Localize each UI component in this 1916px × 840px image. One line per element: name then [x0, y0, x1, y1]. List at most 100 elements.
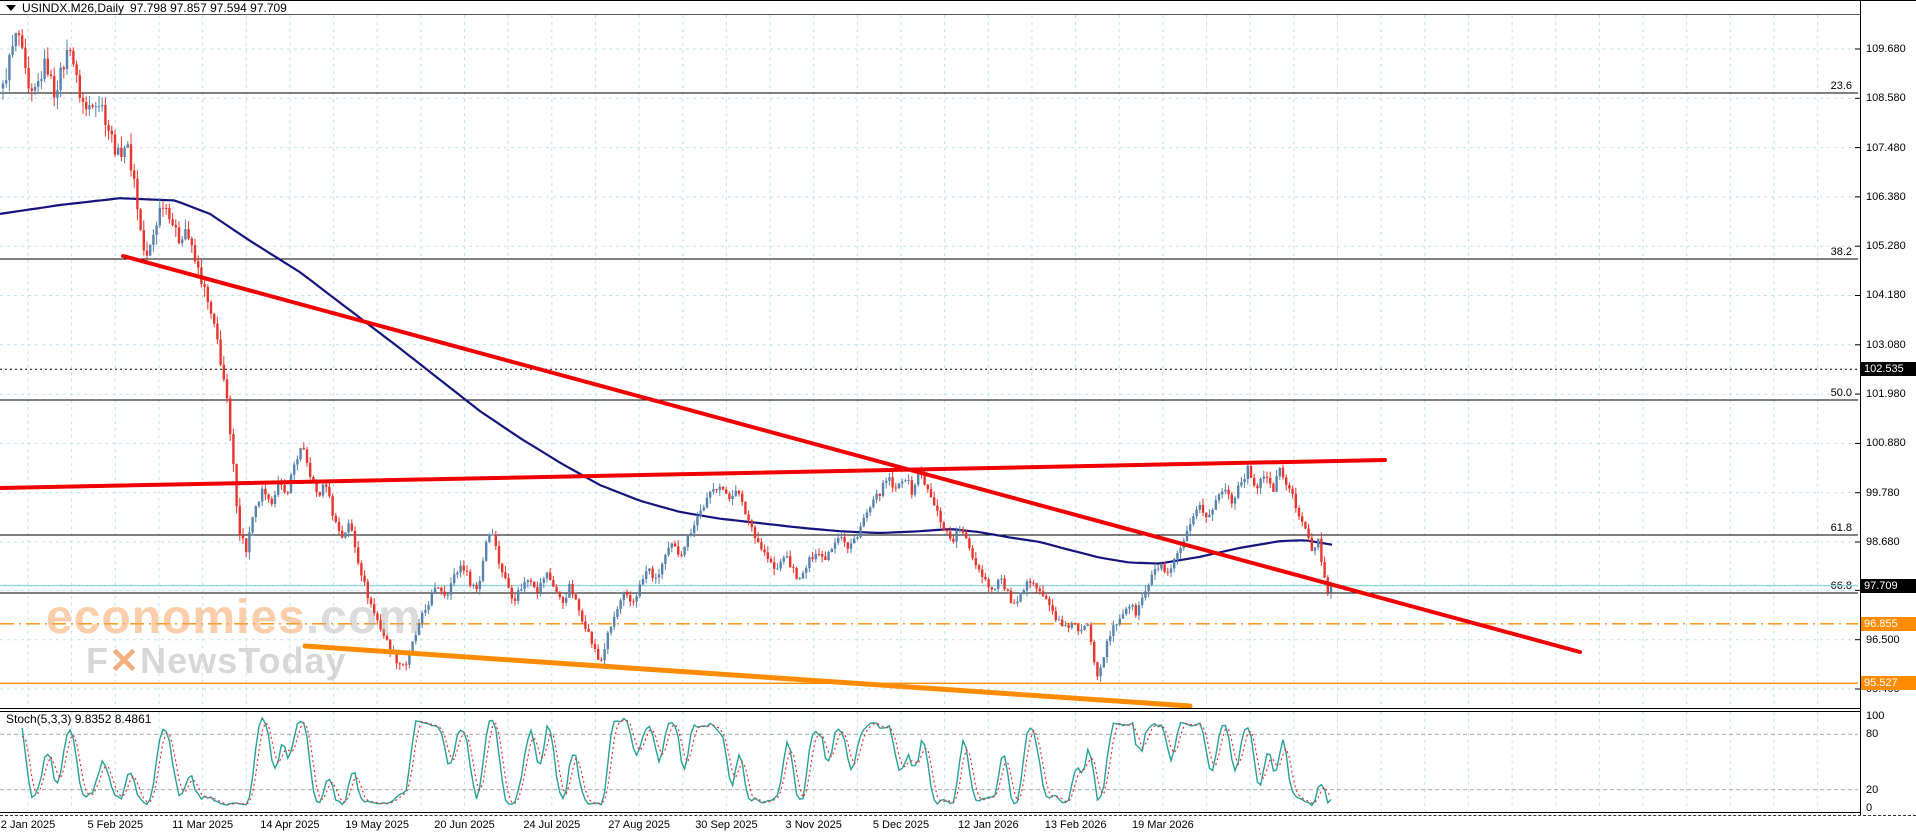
candle-body [174, 225, 177, 228]
price-tick-label: 96.500 [1866, 633, 1900, 646]
candle-body [1189, 524, 1192, 531]
candle-body [885, 480, 888, 483]
candle-body [1, 83, 5, 89]
candle-body [209, 301, 213, 314]
candle-body [296, 459, 299, 465]
candle-body [331, 496, 334, 516]
candle-body [1045, 595, 1048, 599]
fib-label-38.2: 38.2 [1831, 246, 1852, 258]
candle-body [155, 225, 158, 235]
candle-body [1013, 602, 1016, 604]
candle-body [171, 219, 174, 226]
candle-body [408, 650, 411, 665]
candle-body [459, 565, 462, 573]
price-tick-label: 101.980 [1866, 388, 1906, 401]
candle-body [696, 516, 699, 526]
date-label: 27 Aug 2025 [608, 819, 670, 831]
price-tick-label: 105.280 [1866, 240, 1906, 253]
candle-body [1083, 625, 1086, 630]
candle-body [619, 600, 622, 610]
candle-body [1317, 538, 1320, 548]
candle-body [731, 495, 734, 499]
candle-body [542, 578, 545, 583]
candle-body [30, 88, 33, 91]
candle-body [421, 612, 424, 624]
candle-body [577, 599, 581, 611]
candle-body [942, 522, 945, 530]
candle-body [88, 105, 91, 110]
candle-body [667, 547, 670, 555]
candle-body [1198, 504, 1201, 510]
candle-body [510, 587, 513, 599]
candle-body [952, 538, 955, 542]
candle-body [718, 486, 721, 490]
candle-body [357, 547, 360, 564]
candle-body [334, 515, 337, 522]
candle-body [830, 548, 833, 553]
watermark-brand: economies [46, 591, 306, 644]
candle-body [264, 488, 267, 495]
candle-body [683, 546, 686, 555]
candle-body [360, 563, 363, 576]
candle-body [958, 529, 961, 531]
candle-body [629, 595, 632, 602]
candle-body [273, 494, 277, 505]
candle-body [481, 560, 485, 581]
candle-body [1288, 485, 1291, 489]
candle-body [1006, 589, 1009, 591]
candle-body [197, 261, 200, 268]
candle-body [379, 620, 382, 630]
candle-body [712, 489, 715, 492]
candle-body [1246, 465, 1249, 480]
candle-body [1029, 581, 1032, 583]
candle-body [101, 104, 104, 107]
candle-body [65, 50, 69, 70]
ohlc-values: 97.798 97.857 97.594 97.709 [130, 0, 287, 15]
candle-body [539, 582, 542, 593]
indicator-scale-100: 100 [1866, 710, 1885, 722]
candle-body [709, 491, 712, 498]
candle-body [1105, 641, 1109, 658]
candle-body [904, 480, 907, 482]
candle-body [728, 493, 731, 499]
candle-body [1144, 591, 1147, 598]
candle-body [283, 484, 286, 493]
candle-body [1169, 568, 1173, 573]
candle-body [1243, 479, 1246, 483]
candle-body [225, 379, 229, 399]
watermark-fxnewstoday: F✕NewsToday [86, 640, 347, 682]
candle-body [337, 521, 341, 531]
candle-body [609, 626, 613, 633]
chart-title: USINDX.M26,Daily 97.798 97.857 97.594 97… [6, 0, 287, 15]
candle-body [926, 484, 929, 490]
panel-separator-1 [0, 708, 1860, 709]
candle-body [817, 553, 821, 555]
candle-body [872, 499, 875, 508]
candle-body [91, 105, 94, 107]
candle-body [737, 490, 741, 494]
candle-body [968, 538, 971, 549]
candle-body [187, 229, 190, 239]
candle-body [17, 33, 21, 36]
candle-body [69, 50, 72, 52]
candle-body [1003, 578, 1006, 590]
top-border [0, 0, 1916, 1]
candle-body [1217, 494, 1221, 501]
candle-body [1057, 619, 1061, 621]
candle-body [369, 598, 373, 605]
candle-body [753, 527, 757, 539]
candle-body [1310, 538, 1313, 551]
candle-body [801, 572, 805, 579]
candle-body [299, 448, 302, 460]
candle-body [661, 563, 664, 575]
candle-body [465, 570, 469, 572]
candle-body [133, 170, 136, 179]
candle-body [1265, 476, 1269, 478]
candle-body [1016, 601, 1019, 604]
date-label: 2 Jan 2025 [0, 819, 56, 831]
candle-body [286, 492, 289, 494]
price-tick-label: 103.080 [1866, 338, 1906, 351]
candle-body [1067, 625, 1070, 628]
date-label: 19 Mar 2026 [1132, 819, 1194, 831]
candle-body [1000, 578, 1003, 580]
